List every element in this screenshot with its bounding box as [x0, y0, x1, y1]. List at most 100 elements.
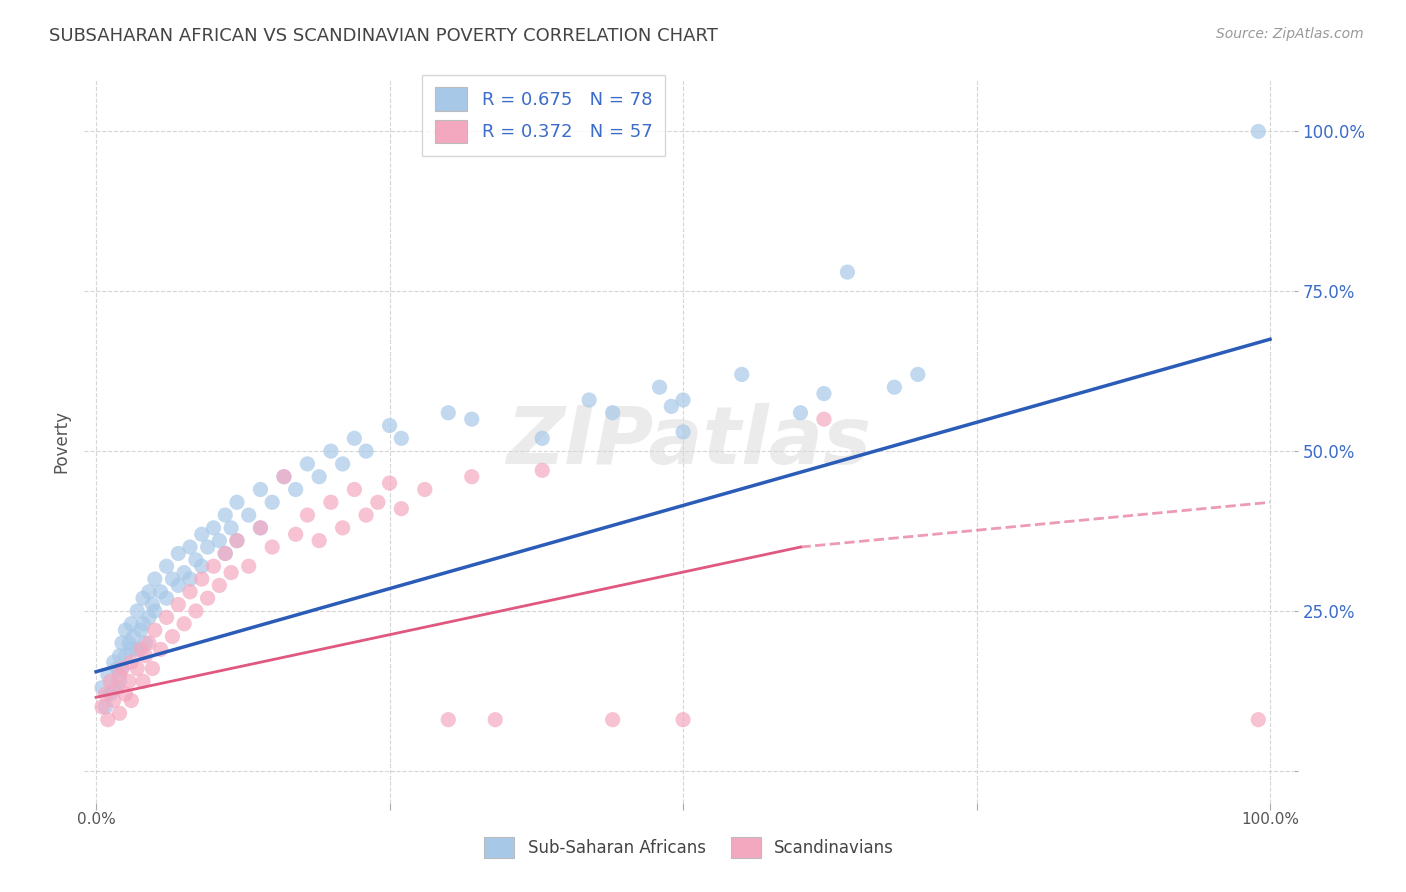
Point — [114, 623, 136, 637]
Point — [138, 610, 160, 624]
Point — [179, 540, 201, 554]
Point — [111, 661, 134, 675]
Point — [208, 578, 231, 592]
Point — [1247, 124, 1270, 138]
Point — [111, 661, 134, 675]
Point — [262, 495, 284, 509]
Point — [578, 392, 600, 407]
Legend: Sub-Saharan Africans, Scandinavians: Sub-Saharan Africans, Scandinavians — [475, 829, 903, 867]
Point — [273, 469, 295, 483]
Point — [249, 521, 271, 535]
Point — [214, 546, 236, 560]
Point — [155, 610, 177, 624]
Point — [262, 540, 284, 554]
Point — [114, 648, 136, 663]
Point — [108, 668, 131, 682]
Point — [111, 636, 134, 650]
Point — [167, 578, 190, 592]
Point — [155, 559, 177, 574]
Point — [226, 533, 249, 548]
Point — [108, 706, 131, 721]
Point — [389, 501, 412, 516]
Text: Source: ZipAtlas.com: Source: ZipAtlas.com — [1216, 27, 1364, 41]
Point — [413, 483, 436, 497]
Point — [103, 693, 125, 707]
Point — [143, 572, 166, 586]
Point — [319, 495, 342, 509]
Point — [437, 406, 460, 420]
Point — [120, 655, 142, 669]
Point — [120, 616, 142, 631]
Point — [837, 265, 859, 279]
Point — [789, 406, 811, 420]
Point — [219, 566, 242, 580]
Point — [179, 572, 201, 586]
Point — [249, 483, 271, 497]
Point — [120, 642, 142, 657]
Point — [97, 668, 120, 682]
Point — [184, 553, 207, 567]
Point — [531, 463, 554, 477]
Point — [672, 713, 695, 727]
Point — [226, 533, 249, 548]
Point — [127, 661, 149, 675]
Text: 100.0%: 100.0% — [1241, 813, 1299, 828]
Point — [134, 648, 156, 663]
Point — [354, 444, 377, 458]
Point — [284, 527, 307, 541]
Point — [184, 604, 207, 618]
Point — [91, 681, 114, 695]
Point — [118, 636, 141, 650]
Point — [120, 693, 142, 707]
Point — [127, 604, 149, 618]
Point — [167, 546, 190, 560]
Point — [129, 623, 152, 637]
Point — [132, 591, 155, 606]
Point — [197, 591, 219, 606]
Point — [103, 655, 125, 669]
Point — [141, 598, 163, 612]
Point — [378, 476, 401, 491]
Point — [813, 412, 835, 426]
Point — [202, 559, 225, 574]
Point — [332, 457, 354, 471]
Point — [134, 636, 156, 650]
Point — [179, 584, 201, 599]
Point — [1247, 713, 1270, 727]
Point — [98, 687, 121, 701]
Point — [143, 604, 166, 618]
Point — [284, 483, 307, 497]
Point — [132, 616, 155, 631]
Point — [238, 559, 260, 574]
Point — [672, 425, 695, 439]
Point — [162, 630, 184, 644]
Point — [173, 616, 195, 631]
Point — [602, 406, 624, 420]
Point — [389, 431, 412, 445]
Point — [202, 521, 225, 535]
Point — [129, 642, 152, 657]
Text: 0.0%: 0.0% — [77, 813, 115, 828]
Point — [108, 648, 131, 663]
Point — [173, 566, 195, 580]
Text: SUBSAHARAN AFRICAN VS SCANDINAVIAN POVERTY CORRELATION CHART: SUBSAHARAN AFRICAN VS SCANDINAVIAN POVER… — [49, 27, 718, 45]
Point — [731, 368, 754, 382]
Point — [531, 431, 554, 445]
Point — [122, 630, 145, 644]
Point — [238, 508, 260, 522]
Point — [343, 483, 366, 497]
Point — [108, 674, 131, 689]
Point — [602, 713, 624, 727]
Point — [149, 642, 172, 657]
Point — [219, 521, 242, 535]
Point — [461, 412, 484, 426]
Point — [226, 495, 249, 509]
Point — [149, 584, 172, 599]
Point — [105, 681, 128, 695]
Point — [141, 661, 163, 675]
Point — [273, 469, 295, 483]
Point — [319, 444, 342, 458]
Point — [114, 687, 136, 701]
Point — [103, 681, 125, 695]
Point — [378, 418, 401, 433]
